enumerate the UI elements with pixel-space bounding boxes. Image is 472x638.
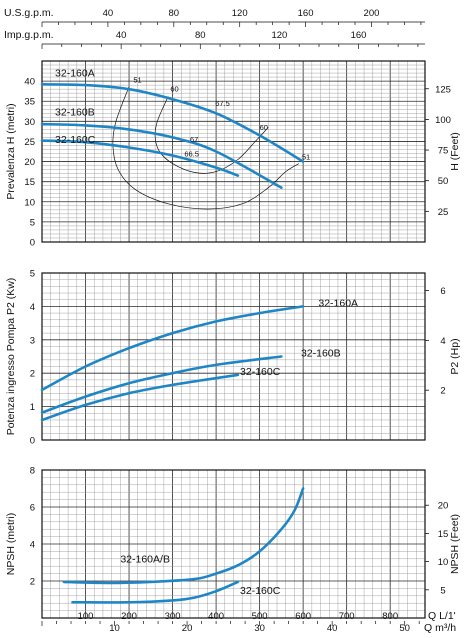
npsh-ylabel-right: NPSH (Feet): [449, 514, 461, 574]
top-axis-tick-label: 120: [232, 8, 248, 19]
bottom-axis-tick-label: 400: [208, 611, 224, 622]
top-axis-label: U.S.g.p.m.: [4, 7, 54, 19]
power-ytick-label: 3: [30, 335, 35, 346]
efficiency-label: 51: [302, 153, 310, 162]
head-series-label: 32-160C: [55, 134, 96, 146]
power-ylabel-right: P2 (Hp): [449, 338, 461, 374]
efficiency-label: 51: [133, 76, 141, 85]
npsh-series-line: [62, 487, 305, 585]
top-axis-tick-label: 40: [103, 8, 114, 19]
power-series-label: 32-160C: [240, 366, 281, 378]
bottom-axis-label: Q L/1': [428, 610, 456, 622]
bottom-axis-tick-label: 800: [382, 611, 398, 622]
bottom-axis-tick-label: 40: [327, 623, 338, 633]
head-ytick-label: 30: [24, 117, 35, 128]
bottom-axis-tick-label: 200: [121, 611, 137, 622]
power-series-label: 32-160B: [301, 348, 341, 360]
head-ytick-right-label: 50: [438, 176, 449, 187]
bottom-axis-tick-label: 700: [339, 611, 355, 622]
power-ytick-label: 5: [30, 269, 35, 280]
top-axis-tick-label: 160: [351, 30, 367, 41]
power-series-line: [40, 373, 240, 422]
power-ytick-right-label: 4: [440, 336, 445, 347]
npsh-frame: [41, 469, 426, 619]
head-series-label: 32-160A: [55, 68, 95, 80]
head-ytick-label: 35: [24, 97, 35, 108]
head-ylabel: Prevalenza H (metri): [5, 103, 17, 199]
head-frame: [41, 60, 426, 243]
efficiency-label: 67.5: [215, 99, 230, 108]
efficiency-label: 66.5: [184, 150, 199, 159]
head-ytick-right-label: 125: [435, 84, 451, 95]
power-series-label: 32-160A: [318, 297, 358, 309]
head-ytick-label: 0: [30, 238, 35, 249]
npsh-ytick-right-label: 10: [438, 557, 449, 568]
bottom-axis-tick-label: 500: [252, 611, 268, 622]
bottom-axis-tick-label: 600: [295, 611, 311, 622]
bottom-axis-tick-label: 300: [165, 611, 181, 622]
head-ytick-label: 5: [30, 217, 35, 228]
top-axis-label: Imp.g.p.m.: [4, 29, 54, 41]
top-axis-tick-label: 80: [168, 8, 179, 19]
bottom-axis-tick-label: 50: [399, 623, 410, 633]
head-ytick-right-label: 100: [435, 115, 451, 126]
head-series-label: 32-160B: [55, 107, 95, 119]
top-axis-tick-label: 160: [298, 8, 314, 19]
power-ytick-right-label: 6: [440, 286, 445, 297]
bottom-axis-tick-label: 100: [78, 611, 94, 622]
power-ylabel: Potenza ingresso Pompa P2 (Kw): [5, 278, 17, 436]
npsh-series-label: 32-160A/B: [120, 554, 170, 566]
bottom-axis-tick-label: 10: [109, 623, 120, 633]
npsh-ytick-right-label: 15: [438, 529, 449, 540]
head-series-line: [40, 83, 305, 163]
power-frame: [41, 272, 426, 441]
efficiency-label: 60: [260, 123, 268, 132]
npsh-ytick-label: 8: [30, 466, 35, 477]
npsh-ytick-right-label: 20: [438, 501, 449, 512]
head-ytick-label: 25: [24, 137, 35, 148]
head-ytick-right-label: 75: [438, 146, 449, 157]
head-series-line: [40, 122, 283, 189]
efficiency-label: 60: [170, 85, 178, 94]
power-series-line: [40, 355, 283, 414]
npsh-ytick-label: 6: [30, 503, 35, 514]
power-ytick-label: 2: [30, 369, 35, 380]
bottom-axis-tick-label: 30: [254, 623, 265, 633]
npsh-ytick-label: 4: [30, 540, 35, 551]
efficiency-line: [154, 96, 269, 174]
top-axis-tick-label: 120: [271, 30, 287, 41]
power-ytick-label: 4: [30, 302, 35, 313]
head-ytick-label: 10: [24, 197, 35, 208]
efficiency-label: 67: [190, 135, 198, 144]
head-series-line: [40, 139, 240, 177]
top-axis-tick-label: 200: [364, 8, 380, 19]
npsh-series-line: [71, 580, 240, 604]
top-axis-tick-label: 80: [195, 30, 206, 41]
head-ytick-right-label: 25: [438, 207, 449, 218]
power-ytick-label: 0: [30, 436, 35, 447]
bottom-axis-label: Q m³/h: [424, 622, 456, 633]
power-ytick-right-label: 2: [440, 386, 445, 397]
head-ylabel-right: H (Feet): [449, 132, 461, 171]
head-ytick-label: 15: [24, 177, 35, 188]
head-ytick-label: 40: [24, 77, 35, 88]
npsh-ytick-right-label: 5: [440, 585, 445, 596]
head-ytick-label: 20: [24, 157, 35, 168]
top-axis-tick-label: 40: [116, 30, 127, 41]
power-ytick-label: 1: [30, 402, 35, 413]
bottom-axis-tick-label: 20: [182, 623, 193, 633]
power-series-line: [40, 305, 305, 392]
npsh-ylabel: NPSH (metri): [5, 513, 17, 575]
npsh-series-label: 32-160C: [240, 585, 281, 597]
npsh-ytick-label: 2: [30, 577, 35, 588]
